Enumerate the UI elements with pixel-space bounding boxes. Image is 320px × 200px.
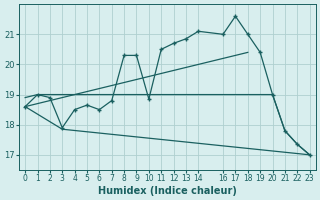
X-axis label: Humidex (Indice chaleur): Humidex (Indice chaleur) [98,186,237,196]
